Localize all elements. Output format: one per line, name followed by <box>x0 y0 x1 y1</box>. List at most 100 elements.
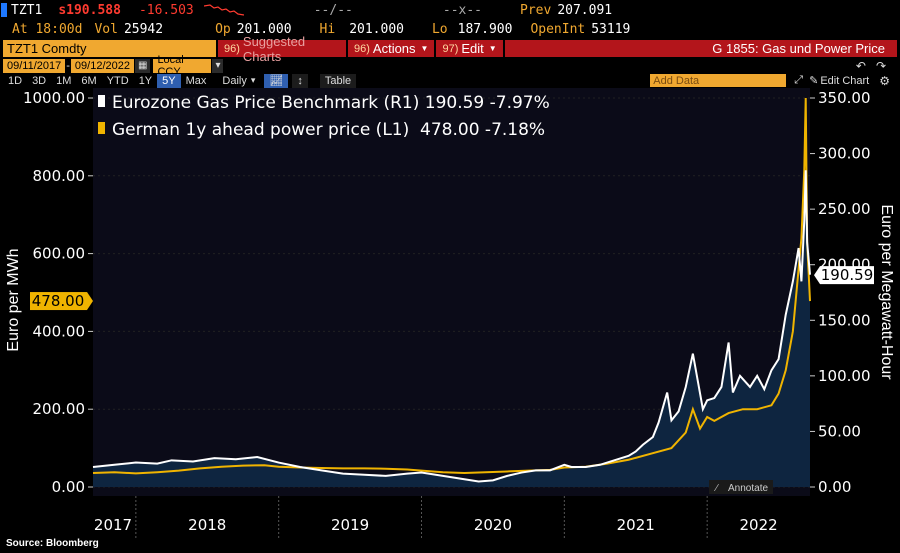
left-tick-label: 0.00 <box>52 478 85 496</box>
actions-num: 96) <box>354 42 370 55</box>
right-tick-label: 300.00 <box>818 145 871 163</box>
openint-value: 53119 <box>591 22 631 37</box>
pencil-icon[interactable]: ✎ <box>809 75 819 87</box>
annotate-button[interactable]: ∕ Annotate <box>709 480 773 494</box>
open-label: Op <box>215 22 231 37</box>
prev-value: 207.091 <box>557 2 613 18</box>
quote-line-2: At 18:00d Vol 25942 Op 201.000 Hi 201.00… <box>0 20 900 39</box>
ticker[interactable]: TZT1 <box>11 2 43 18</box>
suggested-label: Suggested Charts <box>242 33 306 64</box>
x-tick-label: 2021 <box>617 516 655 534</box>
source-note: Source: Bloomberg <box>6 538 99 549</box>
gridlines <box>93 97 810 538</box>
period-max[interactable]: Max <box>185 74 207 87</box>
period-6m[interactable]: 6M <box>81 74 97 87</box>
chevron-down-icon: ▼ <box>420 44 429 53</box>
edit-chart-button[interactable]: Edit Chart <box>820 74 870 87</box>
right-tick-label: 50.00 <box>818 422 861 440</box>
table-button[interactable]: Table <box>319 73 357 88</box>
end-date-field[interactable]: 09/12/2022 <box>70 58 134 73</box>
pencil-icon: ∕ <box>713 483 719 494</box>
gas-area-layer <box>93 170 810 487</box>
right-tick-label: 350.00 <box>818 89 871 107</box>
ticker-marker <box>1 3 7 17</box>
openint-label: OpenInt <box>530 22 586 37</box>
period-1m[interactable]: 1M <box>56 74 72 87</box>
sparkline-icon <box>203 4 244 16</box>
left-axis: 0.00 200.00 400.00 600.00 800.00 1000.00 478.0… <box>23 89 93 496</box>
left-tick-label: 1000.00 <box>23 89 85 107</box>
right-axis-title: Euro per Megawatt-Hour <box>878 204 895 380</box>
series-lines <box>92 97 811 483</box>
left-badge-arrow <box>87 292 93 311</box>
add-data-input[interactable]: Add Data <box>650 74 787 87</box>
suggested-charts-button[interactable]: 96) Suggested Charts <box>218 34 346 64</box>
period-1d[interactable]: 1D <box>8 74 23 87</box>
x-tick-label: 2017 <box>94 516 132 534</box>
period-ytd[interactable]: YTD <box>106 74 129 87</box>
chevron-down-icon: ▼ <box>488 44 497 53</box>
range-separator: - <box>66 59 70 72</box>
edit-label: Edit <box>461 41 484 56</box>
power-line <box>92 97 811 475</box>
annotate-label: Annotate <box>728 483 768 494</box>
edit-button[interactable]: 97) Edit ▼ <box>436 40 503 57</box>
line-chart-icon[interactable]: 📈︎ <box>264 73 289 88</box>
chevron-down-icon[interactable]: ▾ <box>212 58 224 73</box>
chevron-down-icon: ▾ <box>250 75 256 85</box>
low-label: Lo <box>431 22 448 37</box>
x-tick-label: 2018 <box>188 516 226 534</box>
settings-icon[interactable]: ⚙ <box>879 73 890 88</box>
actions-button[interactable]: 96) Actions ▼ <box>348 40 435 57</box>
legend-swatch-power <box>98 122 105 134</box>
net-change: -16.503 <box>138 2 194 18</box>
right-tick-label: 0.00 <box>818 478 851 496</box>
toolbar: 1D 3D 1M 6M YTD 1Y 5Y Max Daily ▾ 📈︎ ↕ Table Ad… <box>0 73 900 88</box>
left-tick-label: 400.00 <box>33 322 86 340</box>
expand-icon[interactable]: ⤢ <box>794 74 804 86</box>
bar-chart-icon[interactable]: ↕ <box>292 73 308 88</box>
last-price: s190.588 <box>58 2 121 18</box>
vol-value: 25942 <box>123 22 164 37</box>
suggested-num: 96) <box>224 42 240 55</box>
period-1y[interactable]: 1Y <box>138 74 153 87</box>
chart: 0.00 200.00 400.00 600.00 800.00 1000.00 478.0… <box>0 88 900 538</box>
open-value: 201.000 <box>236 22 292 37</box>
right-axis: 0.0050.00100.00150.00200.00250.00300.003… <box>810 89 874 496</box>
prev-label: Prev <box>520 2 552 18</box>
calendar-icon[interactable]: ▦ <box>134 58 151 73</box>
legend-swatch-gas <box>98 95 105 107</box>
period-3d[interactable]: 3D <box>32 74 47 87</box>
right-tick-label: 250.00 <box>818 200 871 218</box>
legend-gas: Eurozone Gas Price Benchmark (R1) 190.59… <box>112 93 550 113</box>
x-tick-label: 2022 <box>739 516 777 534</box>
undo-icon[interactable]: ↶ <box>855 58 866 73</box>
start-date-field[interactable]: 09/11/2017 <box>3 58 66 73</box>
x-axis: 2017 2018 2019 2020 2021 2022 <box>94 516 778 534</box>
vol-label: Vol <box>94 22 118 37</box>
security-field[interactable]: TZT1 Comdty <box>3 40 216 57</box>
x-tick-label: 2019 <box>331 516 369 534</box>
period-selector: 1D 3D 1M 6M YTD 1Y 5Y Max <box>3 73 211 88</box>
right-tick-label: 100.00 <box>818 367 871 385</box>
left-tick-label: 600.00 <box>33 245 86 263</box>
x-tick-label: 2020 <box>474 516 512 534</box>
x-axis-band <box>0 496 900 538</box>
right-last-value-badge <box>814 266 874 285</box>
redo-icon[interactable]: ↷ <box>875 58 886 73</box>
date-range-bar: 09/11/2017 - 09/12/2022 ▦ Local CCY ▾ ↶ … <box>0 54 900 78</box>
command-bar: TZT1 Comdty 96) Suggested Charts 96) Act… <box>0 34 900 64</box>
frequency-dropdown[interactable]: Daily ▾ <box>217 74 260 88</box>
gas-line <box>92 170 811 483</box>
right-last-value: 190.59 <box>821 266 874 284</box>
left-tick-label: 200.00 <box>33 400 86 418</box>
actions-label: Actions <box>372 41 416 56</box>
left-last-value: 478.00 <box>32 292 85 310</box>
right-tick-label: 150.00 <box>818 311 871 329</box>
left-axis-title: Euro per MWh <box>5 248 22 351</box>
left-tick-label: 800.00 <box>33 167 86 185</box>
bid-ask-2: --x-- <box>442 2 483 18</box>
period-5y[interactable]: 5Y <box>157 73 181 88</box>
left-last-value-badge <box>30 292 87 311</box>
currency-field[interactable]: Local CCY <box>153 54 212 78</box>
